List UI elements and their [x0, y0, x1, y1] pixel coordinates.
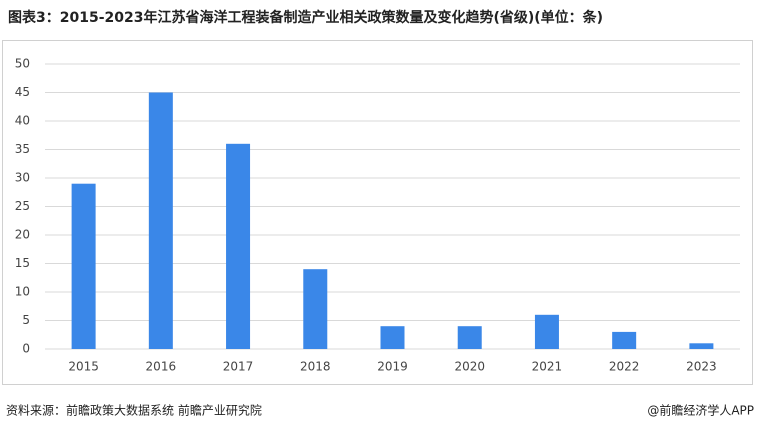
credit: @前瞻经济学人APP [647, 403, 754, 418]
x-tick-label: 2021 [532, 360, 563, 374]
y-tick-label: 40 [15, 114, 30, 128]
x-tick-label: 2023 [686, 360, 717, 374]
bar [534, 314, 559, 349]
x-tick-label: 2022 [609, 360, 640, 374]
y-tick-label: 10 [15, 285, 30, 299]
x-tick-label: 2018 [300, 360, 331, 374]
y-tick-label: 35 [15, 142, 30, 156]
bar [71, 183, 96, 349]
x-tick-label: 2020 [454, 360, 485, 374]
x-tick-label: 2017 [223, 360, 254, 374]
bar [148, 92, 173, 349]
bar [380, 326, 405, 349]
bar [612, 331, 637, 349]
bar [226, 143, 251, 349]
source: 资料来源：前瞻政策大数据系统 前瞻产业研究院 [6, 403, 262, 418]
y-tick-label: 20 [15, 228, 30, 242]
y-tick-label: 30 [15, 171, 30, 185]
y-tick-label: 25 [15, 199, 30, 213]
x-tick-label: 2015 [68, 360, 99, 374]
x-tick-label: 2019 [377, 360, 408, 374]
chart-frame [2, 40, 753, 385]
y-tick-label: 45 [15, 85, 30, 99]
y-tick-label: 5 [22, 313, 30, 327]
y-tick-label: 0 [22, 342, 30, 356]
y-tick-label: 15 [15, 256, 30, 270]
bar [457, 326, 482, 349]
y-tick-label: 50 [15, 57, 30, 71]
bar [689, 343, 714, 349]
x-tick-label: 2016 [146, 360, 177, 374]
chart-title: 图表3：2015-2023年江苏省海洋工程装备制造产业相关政策数量及变化趋势(省… [8, 9, 603, 26]
bar [303, 269, 328, 349]
